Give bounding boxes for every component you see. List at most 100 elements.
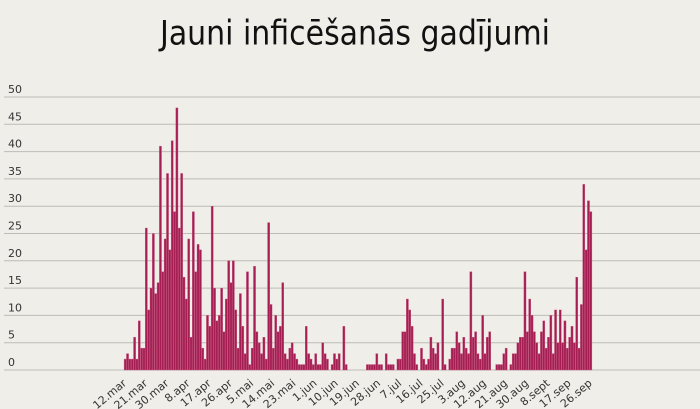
bar: [272, 347, 275, 371]
bar: [300, 364, 303, 371]
bar: [443, 364, 447, 371]
bar: [333, 353, 336, 371]
bar: [302, 364, 306, 371]
bar: [573, 342, 576, 371]
bar: [497, 364, 501, 371]
bar: [547, 337, 550, 371]
bar: [509, 364, 513, 371]
bar: [170, 140, 174, 371]
bar: [467, 353, 470, 371]
bar: [511, 353, 515, 371]
bar: [166, 173, 169, 371]
bar: [126, 353, 129, 371]
bar: [279, 326, 282, 371]
bar: [182, 276, 186, 371]
bar: [274, 315, 277, 371]
bar: [375, 353, 379, 371]
y-tick-label: 30: [8, 192, 22, 205]
bar: [217, 315, 221, 371]
bar: [145, 227, 148, 371]
bar: [149, 287, 153, 371]
bar: [410, 326, 414, 371]
y-tick-label: 0: [8, 356, 15, 369]
bar: [196, 244, 200, 371]
bar: [519, 337, 522, 371]
bar: [225, 298, 228, 371]
bar: [568, 337, 571, 371]
bar: [528, 298, 531, 371]
bar: [561, 342, 564, 371]
bar: [314, 353, 317, 371]
bar: [210, 205, 214, 371]
bar: [330, 364, 334, 371]
bar: [530, 315, 534, 371]
bar: [542, 320, 546, 371]
bar: [309, 358, 313, 371]
bar: [255, 331, 259, 371]
bar: [128, 358, 132, 371]
bar: [189, 337, 193, 371]
bar: [229, 282, 233, 371]
bar: [135, 358, 139, 371]
bar: [305, 326, 308, 371]
bar: [502, 353, 506, 371]
bar: [192, 211, 195, 371]
bar: [558, 309, 562, 371]
bar: [154, 293, 158, 371]
bar: [283, 353, 287, 371]
y-tick-label: 50: [8, 83, 22, 96]
bar: [526, 331, 529, 371]
bar: [551, 353, 555, 371]
bar: [523, 271, 527, 371]
bar: [584, 249, 588, 371]
bar: [380, 364, 383, 371]
bar: [173, 211, 176, 371]
bar: [253, 266, 256, 371]
bar: [504, 347, 508, 371]
bar: [540, 331, 543, 371]
bar: [566, 347, 569, 371]
bar: [180, 173, 183, 371]
bar: [161, 271, 165, 371]
bar: [208, 326, 212, 371]
bar: [142, 347, 146, 371]
bar: [295, 358, 299, 371]
y-tick-label: 40: [8, 138, 22, 151]
bar: [220, 287, 223, 371]
bar: [429, 337, 433, 371]
bar: [396, 358, 400, 371]
bar: [580, 304, 583, 371]
bar: [262, 337, 266, 371]
bar: [368, 364, 372, 371]
bar: [457, 342, 461, 371]
bar: [384, 353, 388, 371]
bar: [307, 353, 310, 371]
bar: [589, 211, 593, 371]
bar: [281, 282, 285, 371]
bar: [250, 347, 254, 371]
bar: [408, 309, 411, 371]
bar: [178, 227, 181, 371]
bar: [163, 238, 167, 371]
bar: [535, 342, 538, 371]
bar: [236, 347, 240, 371]
bar: [575, 276, 578, 371]
bar: [403, 331, 407, 371]
bar: [175, 107, 179, 371]
bar: [187, 238, 190, 371]
chart-title: Jauni inficēšanās gadījumi: [158, 14, 550, 54]
bar: [399, 358, 402, 371]
bar: [232, 260, 235, 371]
bar: [436, 342, 440, 371]
bar: [316, 364, 320, 371]
bar: [563, 320, 567, 371]
bar: [587, 200, 590, 371]
y-tick-label: 25: [8, 220, 22, 233]
bar: [293, 353, 296, 371]
y-tick-label: 20: [8, 247, 22, 260]
bar: [260, 353, 263, 371]
bar: [159, 145, 162, 371]
bar: [203, 358, 207, 371]
bar: [577, 347, 581, 371]
